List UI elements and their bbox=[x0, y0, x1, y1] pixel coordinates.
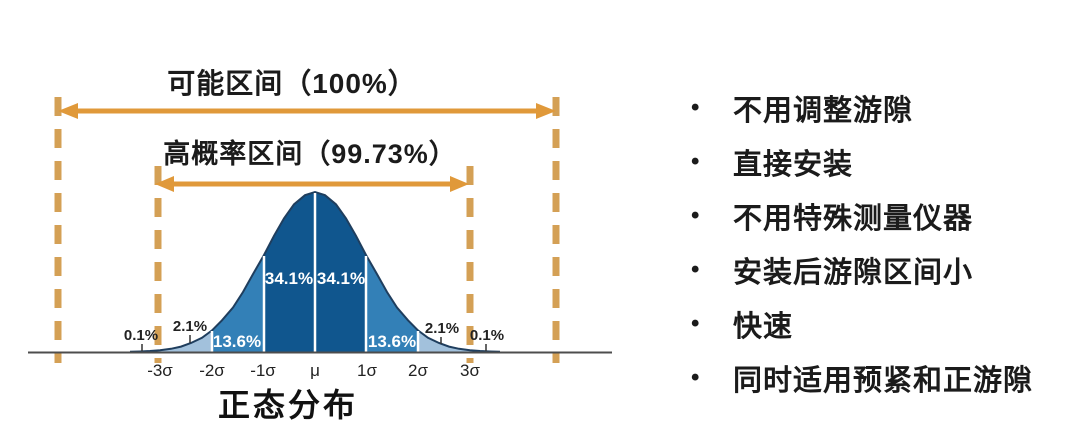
percent-label-34.1-right: 34.1% bbox=[317, 269, 365, 288]
normal-distribution-chart: 可能区间（100%） 高概率区间（99.73%） 0.1% 2.1% 13.6%… bbox=[28, 67, 612, 423]
percent-label-2.1-left: 2.1% bbox=[173, 318, 207, 335]
bullet-icon: • bbox=[691, 202, 701, 229]
bell-curve-outline bbox=[129, 190, 501, 353]
sigma-divider-lines bbox=[210, 193, 420, 352]
list-item-label: 不用特殊测量仪器 bbox=[733, 203, 974, 235]
list-item: • 安装后游隙区间小 bbox=[684, 243, 1033, 297]
percent-label-13.6-left: 13.6% bbox=[213, 332, 261, 351]
tick-label-minus2sigma: -2σ bbox=[199, 361, 225, 380]
percent-pointer-ticks bbox=[141, 335, 487, 351]
possible-range-arrow bbox=[58, 103, 556, 119]
bullet-icon: • bbox=[691, 148, 701, 175]
tick-label-mu: μ bbox=[310, 361, 320, 380]
list-item: • 不用调整游隙 bbox=[684, 81, 1033, 135]
chart-title: 正态分布 bbox=[218, 387, 358, 423]
list-item: • 快速 bbox=[684, 297, 1033, 351]
tick-label-minus1sigma: -1σ bbox=[250, 361, 276, 380]
list-item-label: 快速 bbox=[733, 311, 794, 343]
tick-label-1sigma: 1σ bbox=[357, 361, 377, 380]
bullet-icon: • bbox=[691, 256, 701, 283]
arrowhead-left-icon bbox=[58, 103, 78, 119]
possible-range-label: 可能区间（100%） bbox=[167, 67, 417, 99]
bullet-icon: • bbox=[691, 310, 701, 337]
tick-label-minus3sigma: -3σ bbox=[147, 361, 173, 380]
percent-label-34.1-left: 34.1% bbox=[265, 269, 313, 288]
arrowhead-right-icon bbox=[536, 103, 556, 119]
benefits-list: • 不用调整游隙 • 直接安装 • 不用特殊测量仪器 • 安装后游隙区间小 • … bbox=[684, 81, 1033, 405]
percent-label-0.1-left: 0.1% bbox=[124, 327, 158, 344]
percent-label-2.1-right: 2.1% bbox=[425, 320, 459, 337]
arrowhead-right-icon bbox=[450, 176, 469, 192]
bullet-icon: • bbox=[691, 364, 701, 391]
list-item-label: 直接安装 bbox=[733, 149, 854, 181]
arrowhead-left-icon bbox=[155, 176, 174, 192]
tick-label-2sigma: 2σ bbox=[408, 361, 428, 380]
list-item: • 不用特殊测量仪器 bbox=[684, 189, 1033, 243]
list-item-label: 同时适用预紧和正游隙 bbox=[733, 365, 1034, 397]
percent-label-13.6-right: 13.6% bbox=[368, 332, 416, 351]
percent-label-0.1-right: 0.1% bbox=[470, 327, 504, 344]
high-probability-range-arrow bbox=[155, 176, 469, 192]
high-probability-range-label: 高概率区间（99.73%） bbox=[163, 138, 457, 169]
list-item-label: 安装后游隙区间小 bbox=[733, 257, 974, 289]
tick-label-3sigma: 3σ bbox=[460, 361, 480, 380]
interval-dashed-lines bbox=[54, 97, 560, 363]
bullet-icon: • bbox=[691, 94, 701, 121]
list-item: • 同时适用预紧和正游隙 bbox=[684, 351, 1033, 405]
list-item: • 直接安装 bbox=[684, 135, 1033, 189]
list-item-label: 不用调整游隙 bbox=[733, 95, 914, 127]
